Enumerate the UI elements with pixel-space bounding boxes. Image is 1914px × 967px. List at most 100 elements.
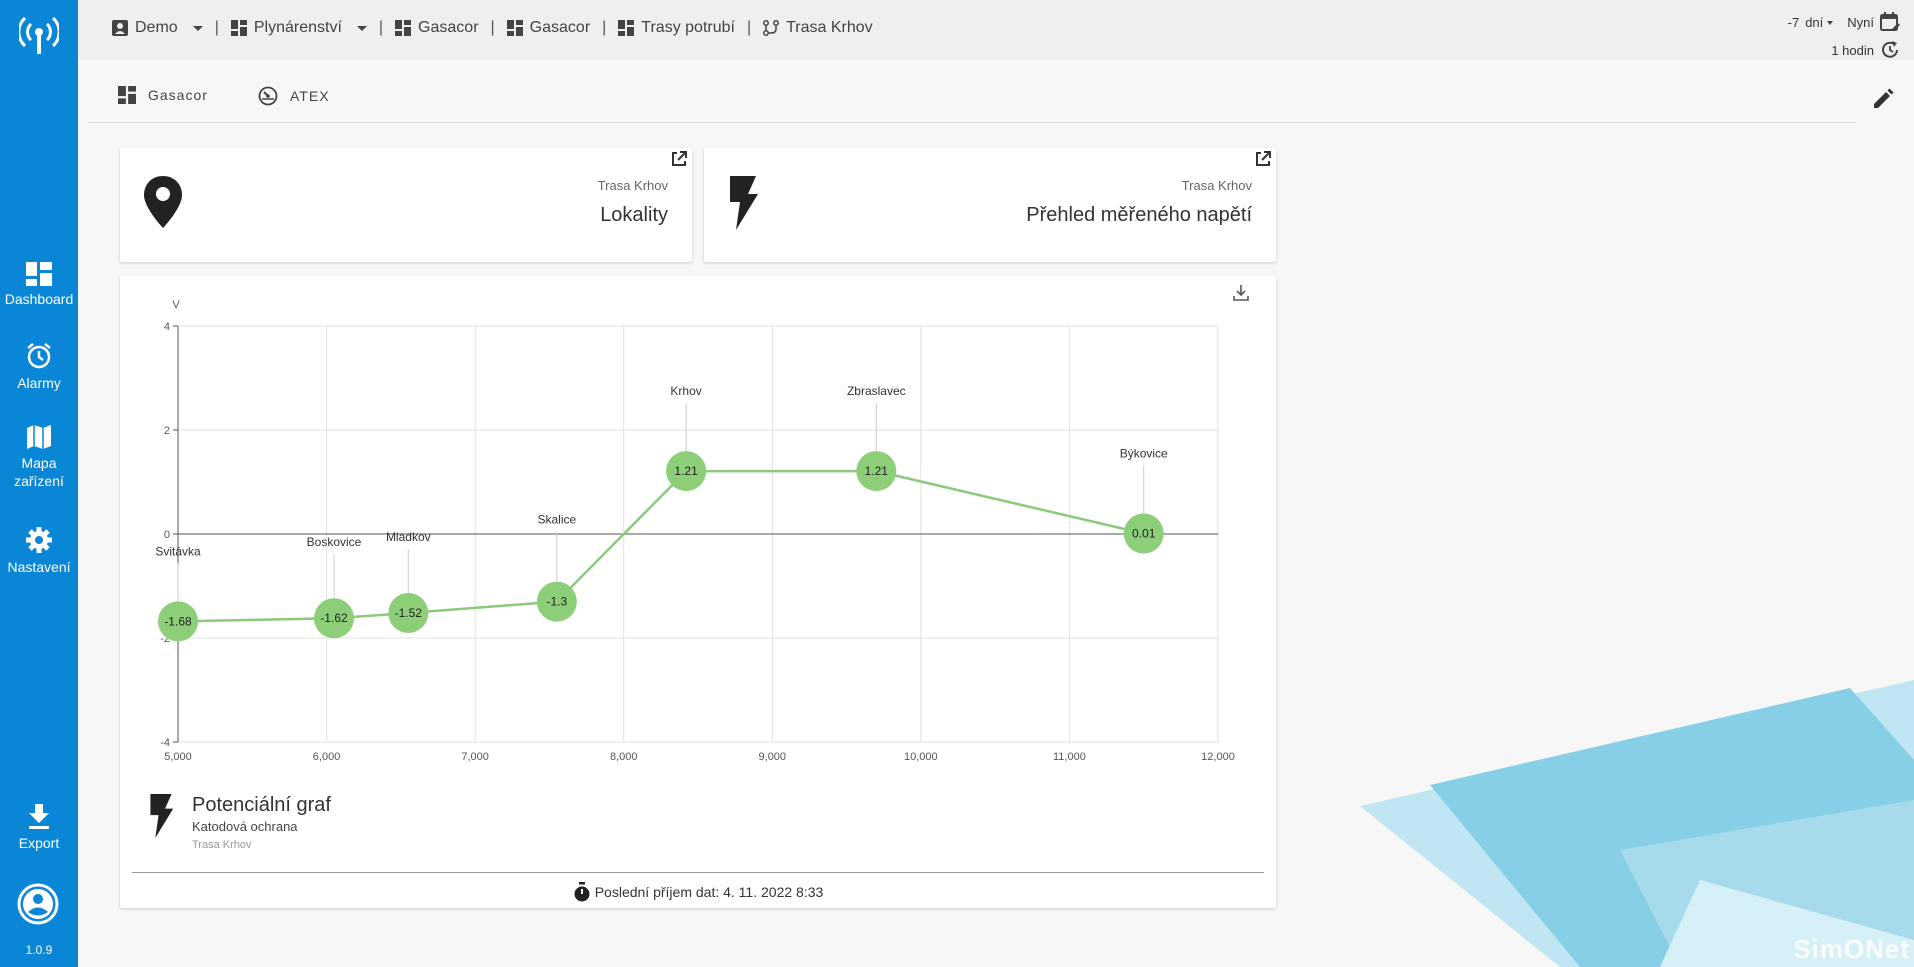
last-data-received: Poslední příjem dat: 4. 11. 2022 8:33 (120, 882, 1276, 902)
breadcrumb-separator: | (378, 19, 384, 36)
y-tick-label: -4 (160, 737, 170, 749)
x-tick-label: 10,000 (904, 751, 938, 763)
breadcrumb-plynarenstvi[interactable]: Plynárenství (230, 19, 367, 37)
point-name-label: Skalice (538, 513, 577, 527)
y-axis-label: V (172, 299, 180, 311)
tab-atex[interactable]: ATEX (258, 86, 330, 106)
sidebar-item-dashboard[interactable]: Dashboard (0, 262, 78, 308)
sidebar-item-alarmy[interactable]: Alarmy (0, 342, 78, 392)
potential-line-chart: 5,000 6,000 7,000 8,000 9,000 10,000 11,000 12,… (155, 299, 1235, 763)
sidebar-item-label: Alarmy (17, 375, 61, 391)
data-point (856, 451, 897, 492)
data-value-label: 1.21 (674, 464, 698, 478)
x-tick-label: 12,000 (1201, 751, 1235, 763)
breadcrumb-label: Trasa Krhov (786, 19, 873, 36)
sidebar-item-nastaveni[interactable]: Nastavení (0, 526, 78, 576)
sidebar-item-export[interactable]: Export (0, 804, 78, 852)
route-icon (763, 20, 780, 36)
sidebar-item-label: Nastavení (7, 559, 71, 575)
card-subtitle: Trasa Krhov (597, 178, 668, 193)
y-tick-label: -2 (160, 633, 170, 645)
x-tick-label: 5,000 (164, 751, 192, 763)
app-version: 1.0.9 (25, 943, 53, 957)
breadcrumb-separator: | (746, 19, 752, 36)
download-icon (29, 804, 49, 829)
point-name-label: Svitávka (155, 544, 201, 558)
x-tick-label: 9,000 (759, 751, 787, 763)
gear-icon (26, 527, 52, 553)
tab-gasacor[interactable]: Gasacor (118, 86, 208, 104)
y-tick-label: 0 (164, 529, 170, 541)
data-value-label: 1.21 (865, 464, 889, 478)
refresh-interval[interactable]: 1 hodin (1831, 42, 1874, 58)
y-tick-label: 2 (164, 425, 170, 437)
open-in-new-icon[interactable] (670, 150, 688, 168)
calendar-edit-icon[interactable] (1880, 12, 1900, 32)
tab-label: ATEX (290, 88, 330, 104)
chart-title: Potenciální graf (192, 794, 331, 816)
card-title: Lokality (600, 204, 668, 226)
dashboard-icon (618, 20, 635, 36)
card-title: Přehled měřeného napětí (1026, 204, 1252, 226)
data-point (314, 598, 354, 639)
chart-caption: Trasa Krhov (192, 839, 252, 851)
dashboard-icon (230, 20, 247, 36)
top-bar: Demo | Plynárenství | Gasacor | (78, 0, 1914, 60)
point-name-label: Býkovice (1120, 446, 1168, 460)
chart-subtitle: Katodová ochrana (192, 819, 298, 834)
breadcrumb-demo[interactable]: Demo (112, 19, 203, 37)
timer-icon (574, 882, 590, 902)
y-tick-label: 4 (164, 321, 170, 333)
user-avatar-icon[interactable] (17, 883, 59, 925)
breadcrumb-separator: | (602, 19, 607, 36)
dashboard-icon (395, 20, 412, 36)
data-value-label: -1.3 (547, 595, 568, 609)
chevron-down-icon (356, 25, 367, 31)
breadcrumb-gasacor-2[interactable]: Gasacor (506, 19, 590, 37)
breadcrumb-label: Plynárenství (253, 19, 342, 36)
divider (132, 872, 1264, 873)
antenna-logo-icon[interactable] (19, 12, 59, 56)
background-decoration (1360, 680, 1914, 967)
dashboard-tabs: Gasacor ATEX (88, 61, 1856, 123)
x-tick-label: 7,000 (461, 751, 489, 763)
map-marker-icon (144, 176, 182, 228)
point-name-label: Boskovice (307, 535, 362, 549)
sidebar-item-label: Mapa zařízení (14, 455, 64, 489)
open-in-new-icon[interactable] (1254, 150, 1272, 168)
breadcrumb-trasy-potrubi[interactable]: Trasy potrubí (618, 19, 735, 37)
data-point (536, 581, 577, 622)
time-range-end[interactable]: Nyní (1847, 14, 1874, 30)
breadcrumb: Demo | Plynárenství | Gasacor | (112, 19, 873, 37)
card-subtitle: Trasa Krhov (1181, 178, 1252, 193)
breadcrumb-trasa-krhov[interactable]: Trasa Krhov (763, 19, 873, 37)
data-value-label: -1.52 (395, 606, 423, 620)
brand-logo: SimONet (1793, 934, 1910, 964)
edit-pencil-icon[interactable] (1872, 88, 1894, 110)
refresh-clock-icon[interactable] (1880, 40, 1900, 60)
lightning-bolt-icon (730, 176, 758, 230)
data-point (666, 451, 707, 492)
sidebar-item-label: Dashboard (4, 291, 74, 307)
data-point (388, 593, 429, 634)
data-value-label: -1.68 (164, 614, 192, 628)
data-value-label: 0.01 (1132, 526, 1156, 540)
speedometer-icon (258, 86, 278, 106)
card-lokality[interactable]: Trasa Krhov Lokality (120, 148, 692, 262)
sidebar-item-mapa[interactable]: Mapa zařízení (0, 424, 78, 490)
card-prehled-napeti[interactable]: Trasa Krhov Přehled měřeného napětí (704, 148, 1276, 262)
time-range-value[interactable]: -7 (1787, 14, 1800, 30)
breadcrumb-label: Gasacor (418, 19, 479, 36)
breadcrumb-gasacor[interactable]: Gasacor (395, 19, 479, 37)
sidebar: Dashboard Alarmy Mapa zařízení Nastavení (0, 0, 78, 967)
map-icon (27, 425, 51, 449)
chevron-down-icon (1827, 21, 1834, 26)
point-name-label: Krhov (670, 384, 701, 398)
download-icon[interactable] (1232, 284, 1250, 302)
last-data-text: Poslední příjem dat: 4. 11. 2022 8:33 (594, 884, 824, 900)
point-name-label: Mladkov (386, 530, 431, 544)
time-range-unit-label: dní (1805, 14, 1824, 30)
tab-label: Gasacor (148, 87, 208, 103)
time-range-unit[interactable]: dní (1805, 14, 1834, 30)
alarm-clock-icon (27, 343, 51, 369)
